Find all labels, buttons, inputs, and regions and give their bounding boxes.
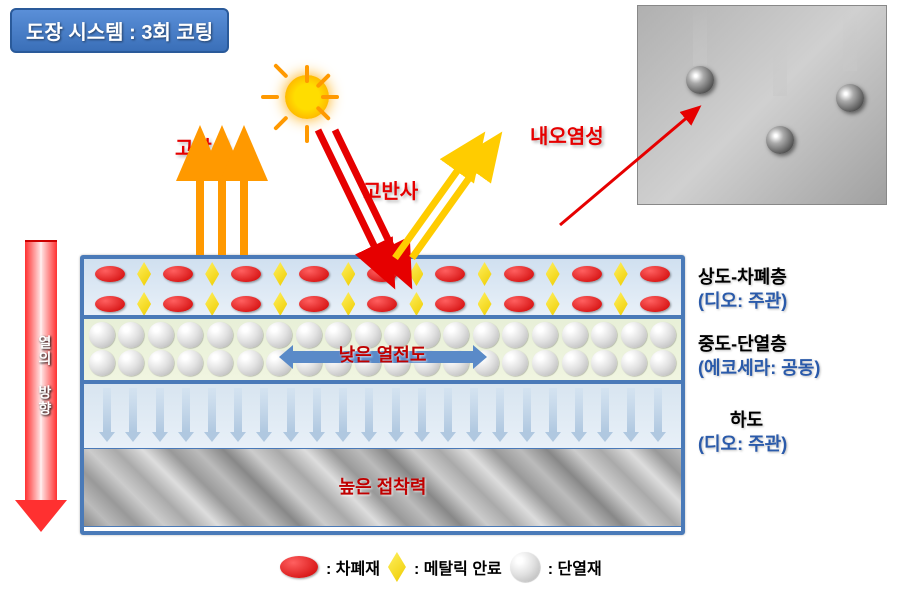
bot-layer-label: 하도 — [730, 406, 763, 432]
insulation-material-icon — [510, 552, 540, 582]
primer-layer — [84, 384, 681, 449]
metallic-pigment-icon — [388, 552, 406, 582]
high-adhesion-label: 높은 접착력 — [339, 473, 427, 499]
reflection-label: 고반사 — [363, 175, 418, 204]
title-badge: 도장 시스템 : 3회 코팅 — [10, 8, 229, 53]
heat-direction-arrow: 열의 방향 — [25, 240, 57, 530]
contamination-label: 내오염성 — [530, 120, 604, 149]
inset-image — [637, 5, 887, 205]
mid-coat-layer: 낮은 열전도 — [84, 319, 681, 384]
legend: : 차폐재 : 메탈릭 안료 : 단열재 — [280, 552, 602, 582]
coating-diagram: 낮은 열전도 높은 접착력 — [80, 255, 685, 535]
top-layer-sublabel: (디오: 주관) — [698, 287, 787, 313]
sun-icon — [285, 75, 329, 119]
top-coat-layer — [84, 259, 681, 319]
heat-direction-label: 열의 방향 — [35, 335, 55, 417]
shield-material-icon — [280, 556, 318, 578]
substrate-layer: 높은 접착력 — [84, 449, 681, 527]
bot-layer-sublabel: (디오: 주관) — [698, 430, 787, 456]
low-conductivity-label: 낮은 열전도 — [339, 341, 427, 367]
emission-label: 고방사 — [175, 132, 230, 161]
mid-layer-sublabel: (에코세라: 공동) — [698, 354, 820, 380]
mid-layer-label: 중도-단열층 — [698, 330, 787, 356]
top-layer-label: 상도-차폐층 — [698, 263, 787, 289]
insulation-material-label: : 단열재 — [548, 555, 602, 579]
shield-material-label: : 차폐재 — [326, 555, 380, 579]
metallic-pigment-label: : 메탈릭 안료 — [414, 555, 502, 579]
